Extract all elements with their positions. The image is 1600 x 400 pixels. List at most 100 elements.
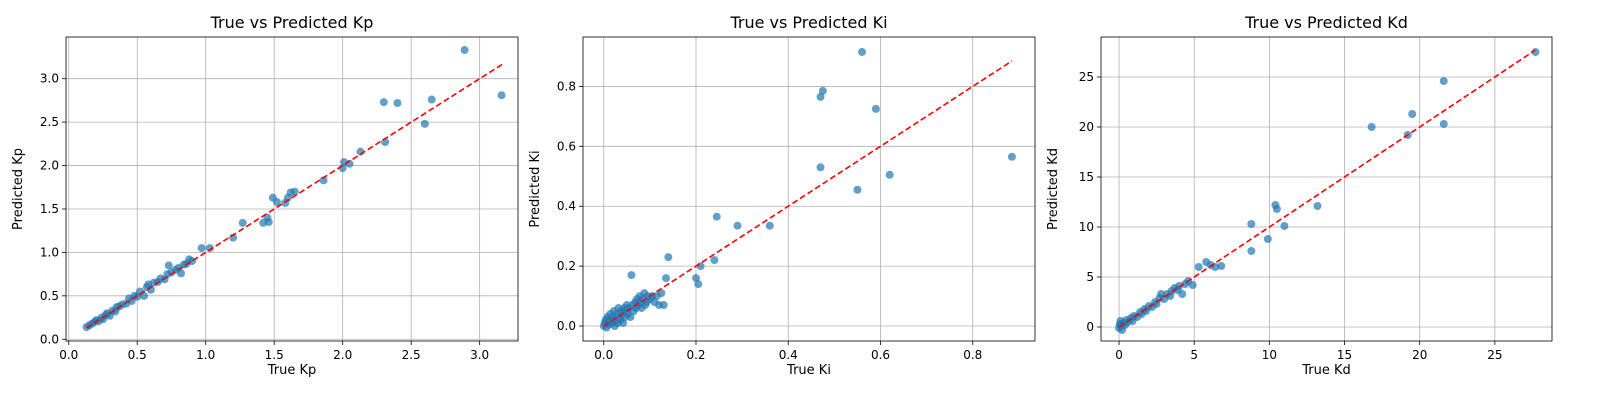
- y-axis-label: Predicted Kp: [11, 148, 26, 230]
- y-tick-label: 15: [1079, 170, 1094, 184]
- scatter-point: [393, 99, 402, 108]
- scatter-point: [1263, 235, 1272, 243]
- y-axis-label: Predicted Kd: [1046, 148, 1061, 230]
- x-tick-label: 20: [1412, 348, 1427, 362]
- y-tick-label: 1.0: [40, 245, 59, 259]
- x-tick-label: 1.5: [265, 348, 284, 362]
- scatter-point: [765, 221, 774, 230]
- scatter-point: [659, 301, 668, 310]
- scatter-point: [710, 256, 719, 265]
- scatter-point: [1247, 247, 1256, 255]
- scatter-point: [664, 253, 673, 262]
- x-axis-label: True Kd: [1301, 363, 1351, 378]
- scatter-point: [871, 104, 880, 113]
- scatter-point: [694, 280, 703, 289]
- chart-title: True vs Predicted Kd: [1244, 13, 1408, 32]
- y-tick-label: 3.0: [40, 72, 59, 86]
- scatter-point: [379, 98, 388, 107]
- scatter-point: [662, 274, 671, 283]
- scatter-point: [853, 185, 862, 194]
- scatter-point: [197, 244, 206, 253]
- scatter-point: [238, 218, 247, 227]
- scatter-point: [164, 261, 173, 270]
- y-tick-label: 0.8: [557, 79, 576, 93]
- x-tick-label: 5: [1190, 348, 1198, 362]
- y-tick-label: 0.0: [557, 319, 576, 333]
- x-tick-label: 15: [1337, 348, 1352, 362]
- x-tick-label: 2.0: [333, 348, 352, 362]
- x-tick-label: 10: [1262, 348, 1277, 362]
- scatter-point: [626, 313, 635, 322]
- x-tick-label: 0.5: [128, 348, 147, 362]
- scatter-point: [1439, 120, 1448, 128]
- scatter-point: [1217, 262, 1226, 270]
- chart-title: True vs Predicted Ki: [729, 13, 887, 32]
- axes-frame: [582, 36, 1036, 342]
- scatter-point: [140, 291, 149, 300]
- scatter-point: [1178, 290, 1187, 298]
- y-tick-label: 20: [1079, 120, 1094, 134]
- scatter-point: [188, 257, 197, 266]
- x-tick-label: 0.4: [779, 348, 798, 362]
- scatter-point: [319, 176, 328, 185]
- scatter-point: [1152, 300, 1161, 308]
- x-tick-label: 0.8: [963, 348, 982, 362]
- scatter-point: [1367, 123, 1376, 131]
- axes-frame: [1100, 36, 1553, 342]
- scatter-point: [1280, 222, 1289, 230]
- reference-line: [603, 60, 1013, 327]
- scatter-point: [696, 262, 705, 271]
- scatter-point: [1007, 152, 1016, 161]
- y-tick-label: 0.0: [40, 332, 59, 346]
- scatter-point: [177, 269, 186, 278]
- scatter-point: [460, 46, 469, 55]
- scatter-point: [420, 119, 429, 128]
- x-tick-label: 0.6: [871, 348, 890, 362]
- scatter-point: [1272, 205, 1281, 213]
- scatter-point: [858, 47, 867, 56]
- scatter-point: [1313, 202, 1322, 210]
- scatter-point: [1175, 282, 1184, 290]
- x-axis-label: True Kp: [267, 363, 317, 378]
- reference-line: [1118, 49, 1536, 328]
- scatter-point: [272, 198, 281, 207]
- y-tick-label: 0.4: [557, 199, 576, 213]
- scatter-point: [733, 221, 742, 230]
- scatter-point: [1439, 77, 1448, 85]
- scatter-point: [1194, 263, 1203, 271]
- axes-frame: [65, 36, 519, 342]
- chart-panel-3: 0 5 10 15 20 25 0 5 10 15 20 25 True vs Predicted Kd…: [1046, 13, 1553, 378]
- scatter-point: [816, 163, 825, 172]
- y-axis-label: Predicted Ki: [528, 150, 543, 227]
- y-tick-label: 0: [1086, 320, 1094, 334]
- x-tick-label: 0: [1115, 348, 1123, 362]
- x-tick-label: 0.2: [686, 348, 705, 362]
- scatter-point: [818, 86, 827, 95]
- x-tick-label: 0.0: [59, 348, 78, 362]
- scatter-point: [712, 212, 721, 221]
- chart-title: True vs Predicted Kp: [210, 13, 374, 32]
- x-tick-label: 1.0: [196, 348, 215, 362]
- y-tick-label: 2.0: [40, 159, 59, 173]
- chart-panel-1: 0.0 0.5 1.0 1.5 2.0 2.5 3.0 0.0 0.5 1.0 1.5 2.0 2.5 3…: [11, 13, 519, 378]
- y-tick-label: 0.2: [557, 259, 576, 273]
- scatter-point: [427, 95, 436, 104]
- scatter-point: [657, 289, 666, 298]
- scatter-point: [264, 218, 273, 227]
- reference-line: [86, 63, 504, 329]
- y-tick-label: 2.5: [40, 115, 59, 129]
- y-tick-label: 10: [1079, 220, 1094, 234]
- scatter-point: [290, 187, 299, 196]
- scatter-point: [1531, 48, 1540, 56]
- y-tick-label: 0.6: [557, 139, 576, 153]
- chart-panel-2: 0.0 0.2 0.4 0.6 0.8 0.0 0.2 0.4 0.6 0.8 True vs Pr…: [528, 13, 1036, 378]
- scatter-point: [205, 244, 214, 253]
- x-tick-label: 3.0: [470, 348, 489, 362]
- scatter-point: [627, 271, 636, 280]
- y-tick-label: 1.5: [40, 202, 59, 216]
- scatter-point: [1247, 220, 1256, 228]
- scatter-point: [497, 91, 506, 100]
- scatter-point: [1188, 281, 1197, 289]
- scatter-point: [1408, 110, 1417, 118]
